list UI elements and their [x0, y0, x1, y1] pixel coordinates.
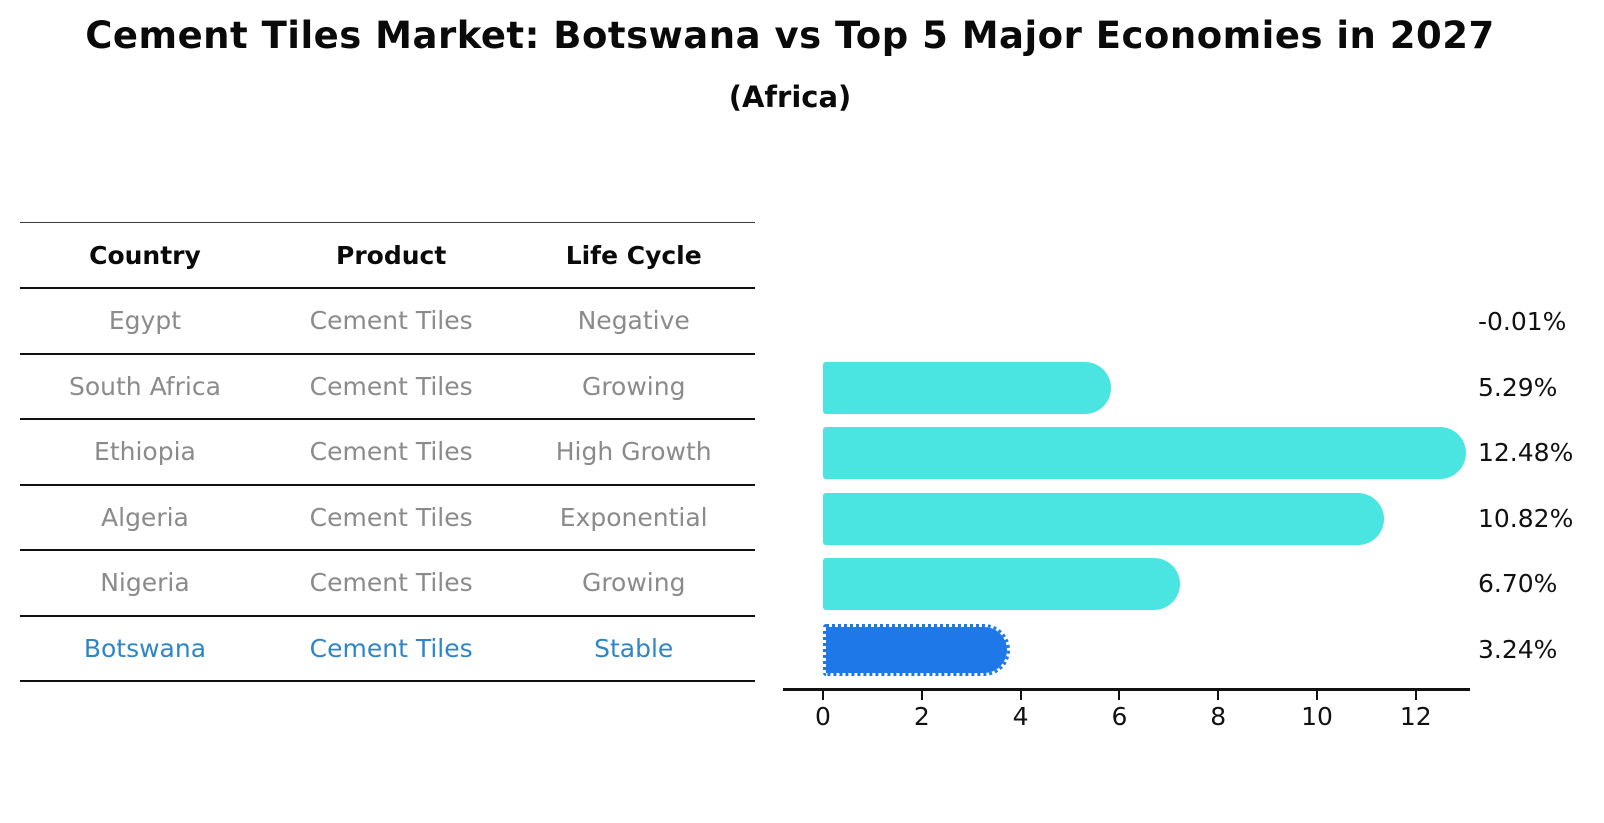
bar-south-africa: [823, 361, 1111, 414]
cell-product: Cement Tiles: [309, 437, 473, 467]
cell-country: Ethiopia: [94, 437, 196, 467]
cell-country: Algeria: [101, 502, 189, 532]
table-body: Egypt Cement Tiles Negative South Africa Cem…: [20, 289, 755, 682]
chart-title: Cement Tiles Market: Botswana vs Top 5 M…: [85, 14, 1495, 57]
col-header-country: Country: [89, 240, 201, 270]
value-label-algeria: 10.82%: [1478, 503, 1574, 533]
x-axis-tick: [1217, 691, 1220, 700]
cell-product: Cement Tiles: [309, 371, 473, 401]
x-axis-tick: [1414, 691, 1417, 700]
cell-lifecycle: Growing: [581, 568, 686, 598]
x-axis-tick-label: 10: [1301, 702, 1333, 731]
x-axis-tick: [822, 691, 824, 700]
x-axis-tick: [1118, 691, 1121, 700]
cell-country: Egypt: [108, 306, 182, 336]
table-header-row: Country Product Life Cycle: [20, 222, 755, 289]
x-axis-tick-label: 4: [1012, 702, 1029, 731]
value-label-south-africa: 5.29%: [1478, 372, 1558, 402]
x-axis-tick-label: 8: [1210, 702, 1227, 731]
x-axis-tick-label: 0: [815, 702, 831, 731]
cell-lifecycle: Stable: [594, 633, 674, 663]
cell-lifecycle: High Growth: [555, 437, 712, 467]
value-label-nigeria: 6.70%: [1478, 568, 1558, 598]
cell-product: Cement Tiles: [309, 568, 473, 598]
value-label-botswana: 3.24%: [1478, 634, 1558, 664]
value-label-egypt: -0.01%: [1478, 306, 1567, 336]
bar-algeria: [823, 492, 1384, 545]
col-header-product: Product: [336, 240, 447, 270]
cell-lifecycle: Exponential: [559, 502, 708, 532]
col-header-lifecycle: Life Cycle: [565, 240, 702, 270]
table-row: Ethiopia Cement Tiles High Growth: [20, 420, 755, 486]
country-table: Country Product Life Cycle Egypt Cement T…: [20, 222, 755, 682]
cell-product: Cement Tiles: [309, 633, 473, 663]
cell-lifecycle: Growing: [581, 371, 686, 401]
bar-nigeria: [823, 558, 1181, 610]
bar-ethiopia: [823, 427, 1466, 479]
x-axis-line: [783, 688, 1470, 691]
x-axis-tick: [920, 691, 923, 700]
cell-country: Nigeria: [100, 568, 190, 598]
bar-botswana: [823, 623, 1010, 676]
x-axis-tick-label: 12: [1399, 702, 1432, 731]
cell-country: Botswana: [83, 633, 207, 663]
cell-lifecycle: Negative: [577, 306, 690, 336]
cell-country: South Africa: [68, 371, 221, 401]
table-row: South Africa Cement Tiles Growing: [20, 355, 755, 420]
chart-subtitle: (Africa): [728, 80, 852, 114]
table-row: Botswana Cement Tiles Stable: [20, 617, 755, 682]
cell-product: Cement Tiles: [309, 502, 473, 532]
cell-product: Cement Tiles: [309, 306, 473, 336]
x-axis-tick: [1316, 691, 1318, 700]
table-row: Algeria Cement Tiles Exponential: [20, 486, 755, 551]
value-label-ethiopia: 12.48%: [1478, 437, 1574, 467]
x-axis-tick: [1019, 691, 1022, 700]
table-row: Egypt Cement Tiles Negative: [20, 289, 755, 355]
table-row: Nigeria Cement Tiles Growing: [20, 551, 755, 617]
x-axis-tick-label: 6: [1111, 702, 1128, 731]
x-axis-tick-label: 2: [913, 702, 930, 731]
